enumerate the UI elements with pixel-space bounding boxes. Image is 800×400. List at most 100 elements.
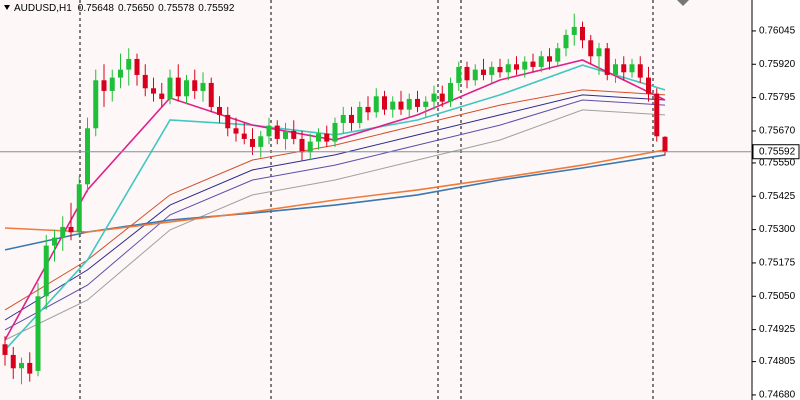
moving-average [4, 109, 666, 341]
candle-body [167, 77, 173, 99]
candle-body [142, 74, 148, 89]
candle-body [184, 80, 189, 97]
candle-body [390, 101, 396, 110]
price-axis: 0.76045 0.75920 0.75795 0.75670 0.75550 0.754… [751, 0, 796, 400]
candle-body [439, 93, 445, 102]
candle-body [357, 106, 363, 123]
y-tick-label: 0.75050 [759, 291, 796, 302]
candle-body [233, 128, 239, 134]
candle-body [68, 226, 74, 233]
candle-body [225, 114, 231, 129]
candle-body [101, 80, 107, 91]
candle-body [481, 69, 486, 75]
candle-body [596, 48, 602, 57]
candle-body [563, 34, 569, 49]
candles [2, 13, 668, 385]
candle-body [629, 64, 635, 73]
y-tick-label: 0.75795 [759, 92, 796, 103]
y-tick-label: 0.76045 [759, 26, 796, 37]
candle-body [571, 26, 577, 35]
candle-body [406, 98, 412, 110]
candle-body [654, 93, 660, 137]
candle-body [604, 48, 610, 75]
candle-body [134, 58, 140, 75]
candle-body [497, 66, 503, 73]
candle-body [159, 93, 165, 99]
candle-body [637, 64, 643, 78]
candle-body [266, 125, 272, 137]
y-tick-label: 0.75670 [759, 126, 796, 137]
candle-body [472, 69, 478, 81]
candle-body [547, 56, 552, 62]
candle-body [316, 133, 321, 142]
candle-body [646, 77, 651, 94]
candle-body [505, 64, 511, 73]
y-tick-label: 0.75175 [759, 258, 796, 269]
candle-body [76, 184, 82, 233]
candle-body [35, 296, 41, 371]
close-label: 0.75592 [198, 3, 235, 14]
axis-background [752, 0, 800, 400]
y-tick-label: 0.75920 [759, 59, 796, 70]
y-tick-label: 0.75300 [759, 224, 796, 235]
candle-body [431, 93, 437, 102]
candle-body [538, 56, 544, 67]
candle-body [43, 245, 49, 297]
candle-body [118, 69, 123, 78]
candle-body [307, 141, 313, 153]
candle-body [283, 130, 288, 139]
candle-body [291, 130, 297, 139]
scroll-marker [677, 0, 689, 6]
candle-body [373, 96, 379, 113]
candle-body [580, 26, 585, 41]
candle-body [588, 40, 594, 57]
candle-body [10, 354, 16, 369]
candle-body [19, 362, 24, 369]
candle-body [448, 82, 453, 102]
y-tick-label: 0.74680 [759, 390, 796, 400]
candle-body [52, 237, 57, 246]
y-tick-label: 0.74805 [759, 356, 796, 367]
candle-body [530, 61, 536, 67]
chart-header: AUDUSD,H1 0.75648 0.75650 0.75578 0.75592 [14, 3, 235, 14]
candle-body [250, 138, 255, 147]
y-tick-label: 0.75550 [759, 158, 796, 169]
candle-body [340, 114, 346, 123]
candle-body [299, 138, 305, 153]
candle-body [175, 77, 181, 97]
candle-body [423, 101, 429, 107]
candle-body [274, 125, 280, 139]
last-price-box [752, 144, 800, 160]
symbol-title: AUDUSD,H1 [14, 3, 72, 14]
candle-body [514, 64, 519, 70]
candle-body [464, 66, 470, 81]
moving-average [4, 94, 666, 321]
candle-body [415, 98, 420, 107]
candle-body [27, 362, 33, 374]
y-tick-label: 0.75425 [759, 191, 796, 202]
candle-body [241, 133, 247, 139]
candle-body [208, 82, 214, 107]
candle-body [555, 48, 561, 62]
symbol-arrow [4, 5, 10, 10]
candle-body [60, 226, 66, 238]
candle-body [258, 136, 264, 147]
candle-body [200, 82, 206, 91]
candle-body [93, 80, 99, 129]
last-price-label: 0.75592 [759, 146, 796, 157]
candle-body [365, 106, 371, 113]
candle-body [2, 344, 8, 355]
candle-body [456, 66, 462, 83]
candle-body [192, 80, 198, 91]
low-label: 0.75578 [158, 3, 195, 14]
candle-body [398, 101, 404, 110]
candle-body [109, 77, 115, 91]
open-label: 0.75648 [78, 3, 115, 14]
candle-body [85, 128, 90, 185]
y-tick-label: 0.74925 [759, 324, 796, 335]
candle-body [324, 133, 330, 142]
moving-average [4, 99, 666, 331]
high-label: 0.75650 [118, 3, 155, 14]
